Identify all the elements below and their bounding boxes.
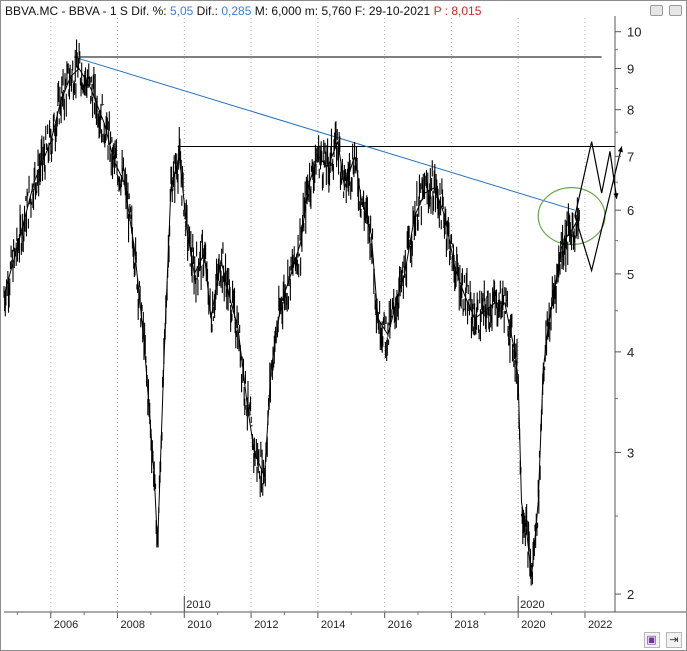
- window-controls: [648, 5, 682, 23]
- x-tick-label: 2018: [454, 619, 478, 631]
- price-line: [3, 67, 580, 578]
- x-tick-label: 2006: [54, 619, 78, 631]
- price-label: P : 8,015: [433, 4, 482, 18]
- y-tick-label: 8: [627, 103, 634, 118]
- date-label: F: 29-10-2021: [354, 4, 431, 18]
- symbol-label: BBVA.MC - BBVA -: [5, 4, 107, 18]
- x-tick-label: 2016: [388, 619, 412, 631]
- y-tick-label: 2: [627, 587, 634, 602]
- quote-header: BBVA.MC - BBVA - 1 S Dif. %: 5,05 Dif.: …: [5, 4, 481, 20]
- y-tick-label: 10: [627, 25, 641, 40]
- chart-ticks: 2006 2008 2010 2012 2014 2016 2018 2020 2022 2010…: [16, 25, 641, 631]
- minimize-icon[interactable]: [649, 5, 663, 16]
- projection-arrowhead: [613, 193, 619, 199]
- y-tick-label: 3: [627, 445, 634, 460]
- dif-label: Dif.:: [196, 4, 219, 18]
- period-label: 1 S: [109, 4, 128, 18]
- inner-marker-label: 2020: [520, 599, 544, 611]
- projection-path: [574, 146, 623, 273]
- save-icon[interactable]: ▣: [643, 632, 660, 648]
- x-tick-label: 2014: [321, 619, 345, 631]
- projection-arrowhead: [617, 146, 623, 153]
- chart-series: [3, 39, 580, 586]
- inner-marker-label: 2010: [186, 599, 210, 611]
- y-tick-label: 7: [627, 149, 634, 164]
- close-icon[interactable]: [669, 5, 682, 16]
- projection-path: [574, 141, 618, 217]
- x-tick-label: 2008: [121, 619, 145, 631]
- x-tick-label: 2012: [254, 619, 278, 631]
- export-icon[interactable]: ⇥: [666, 632, 682, 648]
- y-tick-label: 6: [627, 203, 634, 218]
- chart-annotations: [73, 56, 623, 273]
- x-tick-label: 2020: [521, 619, 545, 631]
- chart-toolbar: ▣ ⇥: [642, 630, 682, 648]
- y-tick-label: 9: [627, 62, 634, 77]
- x-tick-label: 2022: [588, 619, 612, 631]
- dif-pct-value: 5,05: [169, 4, 194, 18]
- x-tick-label: 2010: [187, 619, 211, 631]
- y-tick-label: 4: [627, 345, 634, 360]
- dif-pct-label: Dif. %:: [131, 4, 167, 18]
- dif-value: 0,285: [221, 4, 252, 18]
- min-label: m: 5,760: [304, 4, 352, 18]
- y-tick-label: 5: [627, 267, 634, 282]
- max-label: M: 6,000: [254, 4, 302, 18]
- chart-axes: [4, 16, 686, 613]
- grid-lines: [50, 18, 586, 612]
- trend-line: [73, 56, 576, 211]
